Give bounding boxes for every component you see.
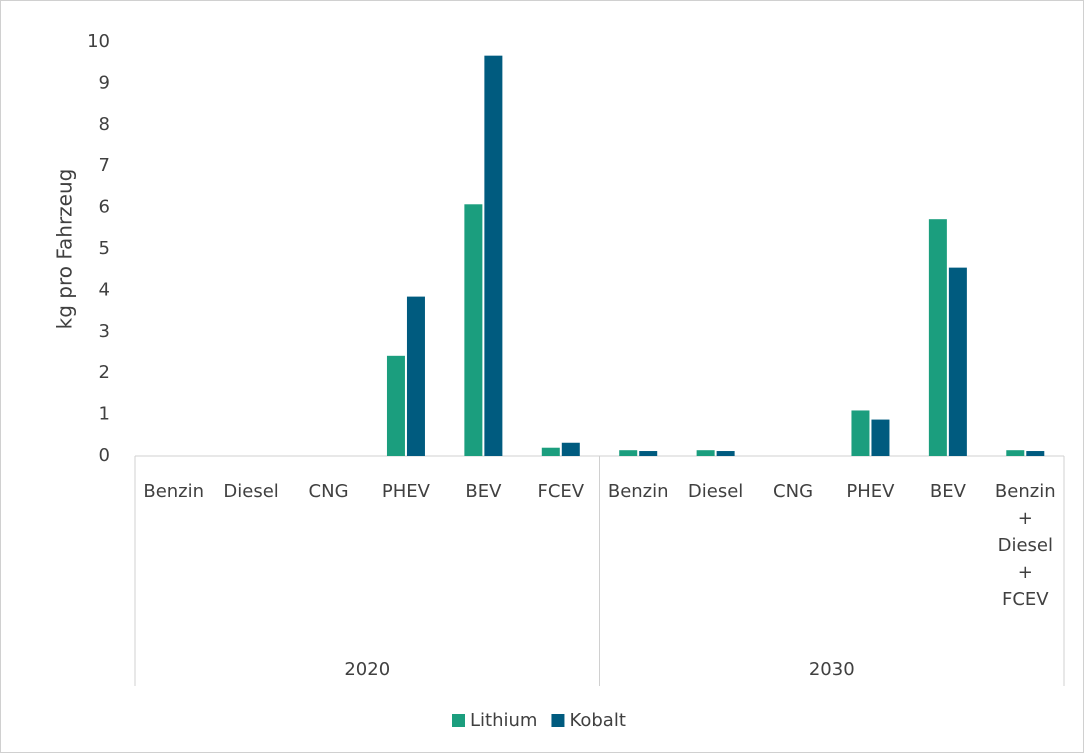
x-tick-label: PHEV <box>381 481 430 502</box>
group-label: 2030 <box>809 659 855 680</box>
bar <box>1026 451 1045 456</box>
y-tick-label: 3 <box>99 321 110 342</box>
bar <box>871 419 890 456</box>
y-tick-label: 1 <box>99 404 110 425</box>
legend-swatch <box>452 714 465 727</box>
legend-swatch <box>551 714 565 727</box>
bar <box>851 410 870 456</box>
x-tick-label: Diesel <box>223 481 279 502</box>
y-tick-label: 9 <box>99 72 110 93</box>
y-axis-title: kg pro Fahrzeug <box>53 169 77 330</box>
legend-label: Lithium <box>470 710 537 731</box>
y-tick-label: 7 <box>99 155 110 176</box>
bar <box>716 451 735 456</box>
bar <box>464 204 483 456</box>
x-tick-label: BEV <box>465 481 502 502</box>
bar <box>696 450 715 456</box>
bar <box>1006 450 1025 456</box>
bar <box>619 450 638 456</box>
x-tick-label: Diesel <box>687 481 744 502</box>
x-tick-label: Benzin + Diesel + FCEV <box>994 481 1056 610</box>
bar <box>406 296 425 456</box>
bar <box>541 447 560 456</box>
bar <box>386 355 405 456</box>
y-tick-label: 10 <box>87 31 110 52</box>
bar <box>484 55 503 457</box>
y-tick-label: 6 <box>99 197 110 218</box>
group-label: 2020 <box>344 659 390 680</box>
x-tick-label: Benzin <box>607 481 669 502</box>
y-tick-label: 2 <box>99 362 110 383</box>
bar <box>928 219 947 456</box>
bar <box>561 442 580 456</box>
x-tick-label: BEV <box>929 481 966 502</box>
x-tick-label: CNG <box>308 481 349 502</box>
y-tick-label: 5 <box>99 238 110 259</box>
x-tick-label: FCEV <box>537 481 585 502</box>
y-tick-label: 0 <box>99 445 110 466</box>
y-tick-label: 8 <box>99 114 110 135</box>
bar <box>948 267 967 456</box>
x-tick-label: CNG <box>773 481 814 502</box>
y-tick-label: 4 <box>99 279 110 300</box>
x-tick-label: PHEV <box>846 481 895 502</box>
bar <box>639 451 658 456</box>
x-tick-label: Benzin <box>143 481 205 502</box>
legend-label: Kobalt <box>569 710 625 731</box>
